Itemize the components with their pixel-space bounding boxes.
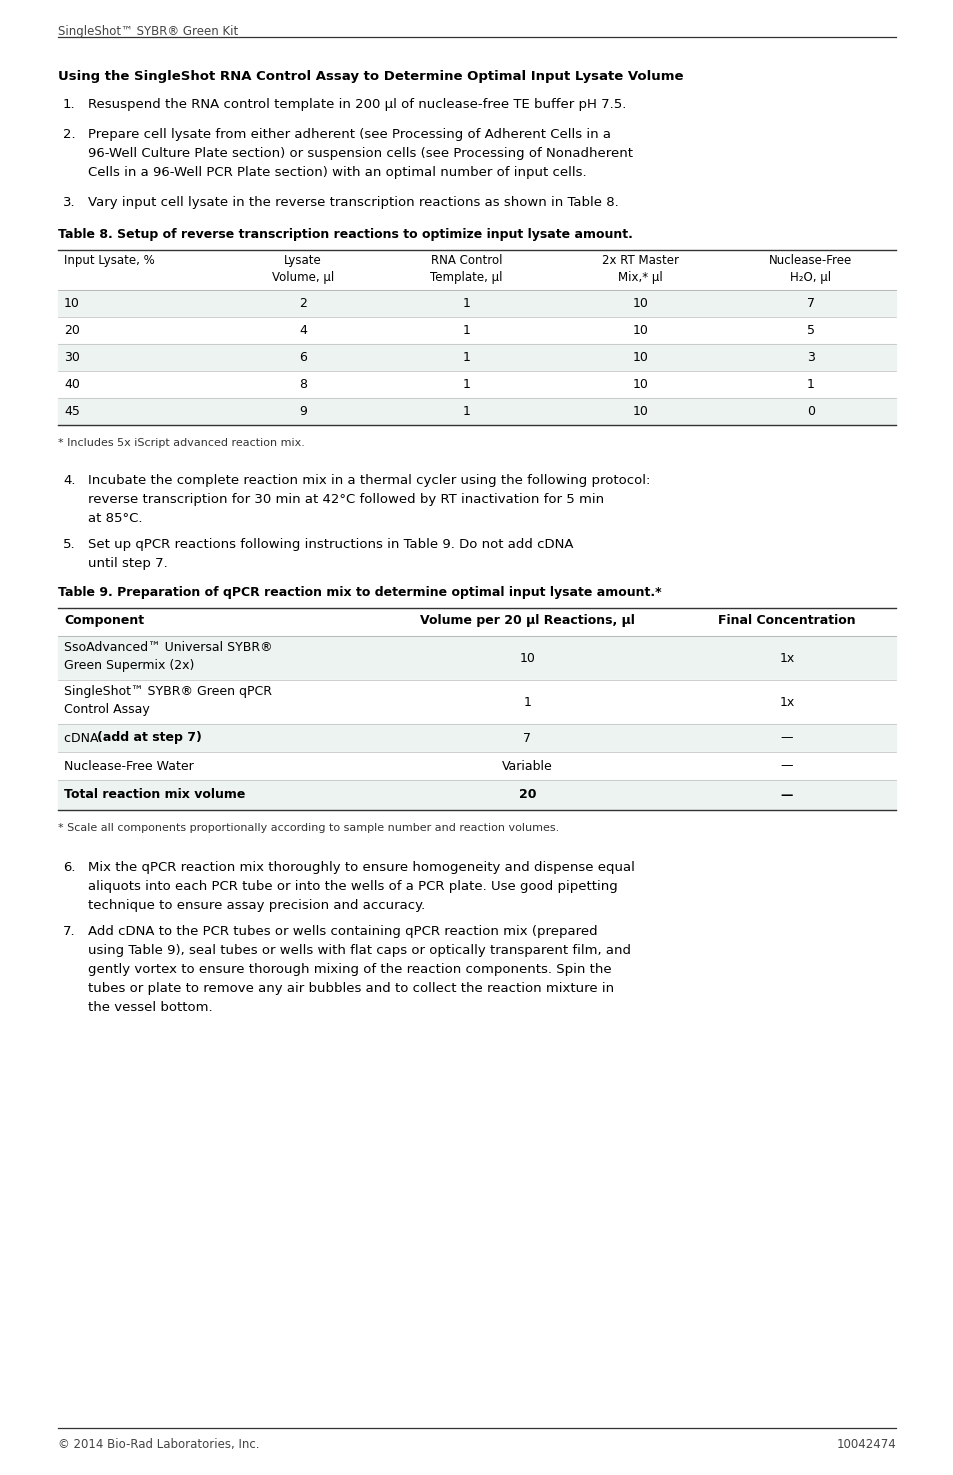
Text: SingleShot™ SYBR® Green Kit: SingleShot™ SYBR® Green Kit [58, 25, 238, 38]
Bar [58, 398, 895, 425]
Text: 1: 1 [523, 696, 531, 708]
Text: 40: 40 [64, 378, 80, 391]
Text: 20: 20 [64, 324, 80, 336]
Text: 3: 3 [806, 351, 814, 364]
Bar [58, 249, 895, 291]
Text: Lysate
Volume, µl: Lysate Volume, µl [272, 254, 334, 285]
Text: * Includes 5x iScript advanced reaction mix.: * Includes 5x iScript advanced reaction … [58, 438, 305, 448]
Text: Vary input cell lysate in the reverse transcription reactions as shown in Table : Vary input cell lysate in the reverse tr… [88, 196, 618, 209]
Text: 10: 10 [632, 351, 648, 364]
Text: * Scale all components proportionally according to sample number and reaction vo: * Scale all components proportionally ac… [58, 823, 558, 833]
Text: 10: 10 [632, 296, 648, 310]
Text: —: — [780, 732, 793, 745]
Text: 1.: 1. [63, 97, 75, 111]
Text: Input Lysate, %: Input Lysate, % [64, 254, 154, 267]
Bar [58, 780, 895, 810]
Text: Prepare cell lysate from either adherent (see Processing of Adherent Cells in a
: Prepare cell lysate from either adherent… [88, 128, 633, 178]
Bar [58, 372, 895, 398]
Bar [58, 752, 895, 780]
Text: 6.: 6. [63, 861, 75, 875]
Text: 5: 5 [806, 324, 814, 336]
Bar [58, 724, 895, 752]
Text: 10: 10 [64, 296, 80, 310]
Text: 7: 7 [806, 296, 814, 310]
Text: Nuclease-Free Water: Nuclease-Free Water [64, 760, 193, 773]
Text: Variable: Variable [501, 760, 552, 773]
Text: 1: 1 [806, 378, 814, 391]
Text: SingleShot™ SYBR® Green qPCR
Control Assay: SingleShot™ SYBR® Green qPCR Control Ass… [64, 684, 272, 715]
Text: Incubate the complete reaction mix in a thermal cycler using the following proto: Incubate the complete reaction mix in a … [88, 473, 650, 525]
Text: Component: Component [64, 614, 144, 627]
Text: (add at step 7): (add at step 7) [97, 732, 202, 745]
Bar [58, 291, 895, 317]
Text: Final Concentration: Final Concentration [718, 614, 855, 627]
Text: —: — [780, 760, 793, 773]
Text: 5.: 5. [63, 538, 75, 552]
Text: 10: 10 [518, 652, 535, 665]
Text: 3.: 3. [63, 196, 75, 209]
Text: Nuclease-Free
H₂O, µl: Nuclease-Free H₂O, µl [768, 254, 852, 285]
Bar [58, 680, 895, 724]
Text: 0: 0 [806, 406, 814, 417]
Text: 2: 2 [298, 296, 307, 310]
Bar [58, 608, 895, 636]
Bar [58, 636, 895, 680]
Text: 6: 6 [298, 351, 307, 364]
Text: Set up qPCR reactions following instructions in Table 9. Do not add cDNA
until s: Set up qPCR reactions following instruct… [88, 538, 573, 569]
Text: 7: 7 [523, 732, 531, 745]
Text: 2x RT Master
Mix,* µl: 2x RT Master Mix,* µl [601, 254, 679, 285]
Text: Add cDNA to the PCR tubes or wells containing qPCR reaction mix (prepared
using : Add cDNA to the PCR tubes or wells conta… [88, 925, 630, 1013]
Text: Mix the qPCR reaction mix thoroughly to ensure homogeneity and dispense equal
al: Mix the qPCR reaction mix thoroughly to … [88, 861, 634, 912]
Text: 45: 45 [64, 406, 80, 417]
Text: 7.: 7. [63, 925, 75, 938]
Text: Total reaction mix volume: Total reaction mix volume [64, 789, 245, 801]
Text: 2.: 2. [63, 128, 75, 142]
Text: © 2014 Bio-Rad Laboratories, Inc.: © 2014 Bio-Rad Laboratories, Inc. [58, 1438, 259, 1451]
Text: 20: 20 [518, 789, 536, 801]
Text: 10042474: 10042474 [836, 1438, 895, 1451]
Text: 1: 1 [462, 406, 470, 417]
Text: SsoAdvanced™ Universal SYBR®
Green Supermix (2x): SsoAdvanced™ Universal SYBR® Green Super… [64, 642, 273, 673]
Text: 4.: 4. [63, 473, 75, 487]
Bar [58, 344, 895, 372]
Text: 1x: 1x [779, 696, 794, 708]
Text: 8: 8 [298, 378, 307, 391]
Text: Resuspend the RNA control template in 200 µl of nuclease-free TE buffer pH 7.5.: Resuspend the RNA control template in 20… [88, 97, 626, 111]
Text: 10: 10 [632, 324, 648, 336]
Text: RNA Control
Template, µl: RNA Control Template, µl [430, 254, 502, 285]
Text: 1: 1 [462, 351, 470, 364]
Text: 1x: 1x [779, 652, 794, 665]
Text: 1: 1 [462, 296, 470, 310]
Text: 1: 1 [462, 324, 470, 336]
Text: Table 8. Setup of reverse transcription reactions to optimize input lysate amoun: Table 8. Setup of reverse transcription … [58, 229, 632, 240]
Text: 9: 9 [298, 406, 307, 417]
Text: 30: 30 [64, 351, 80, 364]
Text: 10: 10 [632, 378, 648, 391]
Text: 10: 10 [632, 406, 648, 417]
Text: 4: 4 [298, 324, 307, 336]
Text: Table 9. Preparation of qPCR reaction mix to determine optimal input lysate amou: Table 9. Preparation of qPCR reaction mi… [58, 586, 661, 599]
Bar [58, 317, 895, 344]
Text: Using the SingleShot RNA Control Assay to Determine Optimal Input Lysate Volume: Using the SingleShot RNA Control Assay t… [58, 69, 682, 83]
Text: cDNA: cDNA [64, 732, 102, 745]
Text: Volume per 20 µl Reactions, µl: Volume per 20 µl Reactions, µl [419, 614, 634, 627]
Text: —: — [781, 789, 792, 801]
Text: 1: 1 [462, 378, 470, 391]
